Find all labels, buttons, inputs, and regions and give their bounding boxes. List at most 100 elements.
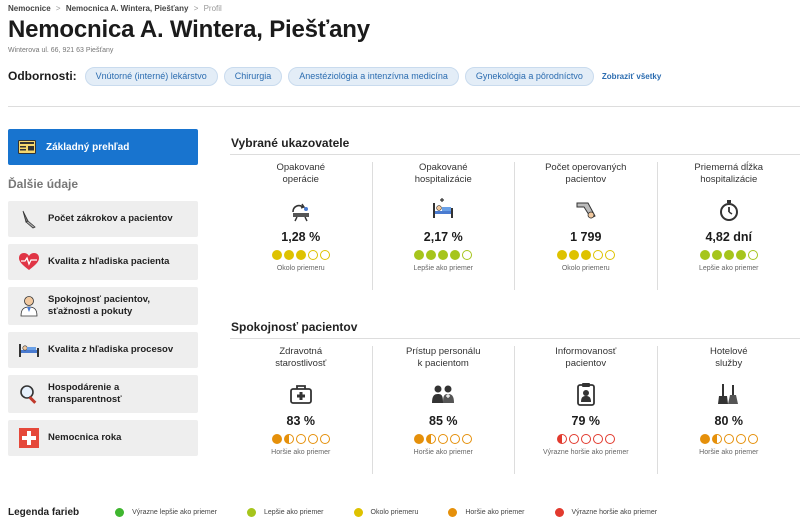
scalpel-icon — [18, 208, 40, 230]
rating-dot — [462, 250, 473, 260]
rating-dot — [283, 250, 294, 260]
rating-dot — [438, 434, 449, 444]
indicator-note: Okolo priemeru — [276, 265, 325, 272]
specialties-label: Odbornosti: — [8, 69, 77, 83]
satisfaction-value: 85 % — [429, 414, 458, 428]
indicator-repeat-surgery[interactable]: Opakované operácie 1,28 % Okolo priemeru — [230, 162, 373, 290]
doctor-icon — [18, 295, 40, 317]
satisfaction-item-title: Hotelové služby — [710, 346, 748, 369]
legend-label: Výrazne horšie ako priemer — [571, 509, 658, 516]
rating-dots — [413, 434, 473, 444]
rating-dot — [568, 434, 579, 444]
indicator-operated-patients[interactable]: Počet operovaných pacientov 1 799 Okolo … — [515, 162, 658, 290]
legend-dot — [353, 508, 363, 517]
specialty-chip[interactable]: Anestéziológia a intenzívna medicína — [288, 66, 459, 86]
specialty-chip[interactable]: Gynekológia a pôrodníctvo — [464, 66, 594, 86]
satisfaction-value: 80 % — [714, 414, 744, 428]
magnifier-icon — [18, 383, 40, 405]
rating-dot — [450, 250, 461, 260]
dashboard-icon — [18, 140, 36, 154]
sidebar-item-label: Kvalita z hľadiska procesov — [48, 344, 174, 355]
rating-dot — [426, 250, 437, 260]
indicator-value: 1 799 — [570, 230, 602, 244]
hospital-cross-icon — [18, 427, 40, 449]
indicator-note: Lepšie ako priemer — [413, 265, 474, 272]
sidebar-item-label: Hospodárenie a transparentnosť — [48, 382, 122, 405]
sidebar-item-label: Počet zákrokov a pacientov — [48, 213, 173, 224]
specialty-chip[interactable]: Chirurgia — [223, 66, 283, 86]
sidebar-item-procedures[interactable]: Počet zákrokov a pacientov — [8, 201, 198, 237]
satisfaction-note: Výrazne horšie ako priemer — [542, 449, 629, 456]
breadcrumb-current: Profil — [203, 4, 222, 13]
rating-dot — [462, 434, 473, 444]
satisfaction-value: 79 % — [571, 414, 601, 428]
satisfaction-staff[interactable]: Prístup personálu k pacientom 85 % Horši… — [373, 346, 515, 474]
show-all-specialties-link[interactable]: Zobraziť všetky — [601, 71, 662, 81]
rating-dot — [580, 250, 591, 260]
satisfaction-information[interactable]: Informovanosť pacientov 79 % Výrazne hor… — [515, 346, 658, 474]
legend-dot — [448, 508, 458, 517]
sidebar-item-label: Spokojnosť pacientov, sťažnosti a pokuty — [48, 294, 151, 317]
rating-dot — [271, 250, 282, 260]
rating-dots — [271, 250, 331, 260]
indicator-value: 2,17 % — [423, 230, 463, 244]
rating-dot — [556, 250, 567, 260]
rating-dots — [271, 434, 331, 444]
stopwatch-icon — [719, 200, 738, 221]
rating-dot — [604, 434, 615, 444]
satisfaction-note: Horšie ako priemer — [699, 449, 759, 456]
hospital-address: Winterova ul. 66, 921 63 Piešťany — [8, 47, 114, 54]
legend-label: Výrazne lepšie ako priemer — [132, 509, 217, 516]
sidebar-item-overview[interactable]: Základný prehľad — [8, 129, 198, 165]
rating-dot — [556, 434, 567, 444]
rating-dot — [747, 434, 758, 444]
clipboard-icon — [576, 383, 595, 406]
legend-dot — [554, 508, 564, 517]
indicator-avg-stay[interactable]: Priemerná dĺžka hospitalizácie 4,82 dní … — [658, 162, 800, 290]
indicator-value: 1,28 % — [281, 230, 321, 244]
rating-dots — [413, 250, 473, 260]
satisfaction-grid: Zdravotná starostlivosť 83 % Horšie ako … — [230, 346, 800, 474]
breadcrumb-hospital[interactable]: Nemocnica A. Wintera, Piešťany — [65, 4, 189, 13]
legend-item: Okolo priemeru — [353, 508, 418, 517]
satisfaction-care[interactable]: Zdravotná starostlivosť 83 % Horšie ako … — [230, 346, 373, 474]
rating-dots — [699, 250, 759, 260]
sidebar-item-hospital-of-year[interactable]: Nemocnica roka — [8, 420, 198, 456]
legend-dot — [115, 508, 125, 517]
indicator-title: Opakované operácie — [276, 162, 326, 185]
satisfaction-item-title: Zdravotná starostlivosť — [275, 346, 327, 369]
legend-label: Horšie ako priemer — [465, 509, 525, 516]
sidebar-item-satisfaction[interactable]: Spokojnosť pacientov, sťažnosti a pokuty — [8, 287, 198, 325]
cleaning-icon — [717, 384, 738, 404]
divider — [230, 338, 800, 339]
specialties-row: Odbornosti: Vnútorné (interné) lekárstvo… — [8, 66, 800, 86]
breadcrumb: Nemocnice > Nemocnica A. Wintera, Piešťa… — [8, 4, 225, 13]
legend-item: Výrazne horšie ako priemer — [554, 508, 658, 517]
rating-dot — [295, 434, 306, 444]
legend-item: Lepšie ako priemer — [246, 508, 324, 517]
indicator-note: Lepšie ako priemer — [698, 265, 759, 272]
indicators-title: Vybrané ukazovatele — [231, 136, 350, 150]
rating-dot — [735, 250, 746, 260]
rating-dot — [711, 434, 722, 444]
rating-dot — [319, 250, 330, 260]
first-aid-kit-icon — [289, 385, 312, 404]
satisfaction-note: Horšie ako priemer — [271, 449, 331, 456]
rating-dot — [592, 434, 603, 444]
legend-label: Lepšie ako priemer — [263, 509, 324, 516]
satisfaction-item-title: Informovanosť pacientov — [555, 346, 617, 369]
sidebar-item-process-quality[interactable]: Kvalita z hľadiska procesov — [8, 332, 198, 368]
sidebar-item-patient-quality[interactable]: Kvalita z hľadiska pacienta — [8, 244, 198, 280]
rating-dot — [711, 250, 722, 260]
rating-dot — [580, 434, 591, 444]
breadcrumb-nemocnice[interactable]: Nemocnice — [8, 4, 51, 13]
rating-dot — [271, 434, 282, 444]
specialty-chip[interactable]: Vnútorné (interné) lekárstvo — [84, 66, 218, 86]
sidebar: Základný prehľad Ďalšie údaje Počet zákr… — [8, 129, 198, 463]
rating-dot — [307, 434, 318, 444]
satisfaction-hotel[interactable]: Hotelové služby 80 % Horšie ako priemer — [658, 346, 800, 474]
indicator-rehospitalization[interactable]: Opakované hospitalizácie 2,17 % Lepšie a… — [373, 162, 515, 290]
rating-dot — [438, 250, 449, 260]
breadcrumb-separator: > — [193, 4, 199, 13]
sidebar-item-finances[interactable]: Hospodárenie a transparentnosť — [8, 375, 198, 413]
